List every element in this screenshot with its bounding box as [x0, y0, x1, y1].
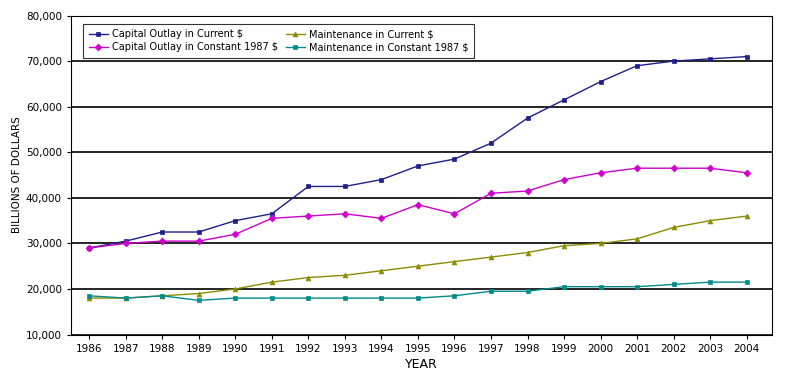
- Capital Outlay in Current $: [596, 79, 605, 84]
- Capital Outlay in Current $: [705, 56, 715, 61]
- Maintenance in Constant 1987 $: [522, 289, 532, 294]
- Maintenance in Constant 1987 $: [559, 284, 569, 289]
- Capital Outlay in Constant 1987 $: [231, 232, 240, 237]
- Maintenance in Constant 1987 $: [231, 296, 240, 300]
- Capital Outlay in Constant 1987 $: [340, 212, 350, 216]
- Capital Outlay in Current $: [121, 239, 131, 244]
- Capital Outlay in Current $: [377, 177, 386, 182]
- Maintenance in Constant 1987 $: [267, 296, 277, 300]
- Capital Outlay in Constant 1987 $: [267, 216, 277, 221]
- Line: Capital Outlay in Current $: Capital Outlay in Current $: [87, 54, 749, 251]
- Maintenance in Current $: [705, 218, 715, 223]
- Maintenance in Current $: [632, 237, 641, 241]
- Capital Outlay in Constant 1987 $: [559, 177, 569, 182]
- Maintenance in Current $: [194, 291, 203, 296]
- Maintenance in Constant 1987 $: [377, 296, 386, 300]
- X-axis label: YEAR: YEAR: [405, 358, 438, 371]
- Capital Outlay in Constant 1987 $: [705, 166, 715, 170]
- Capital Outlay in Current $: [632, 63, 641, 68]
- Capital Outlay in Current $: [84, 245, 94, 250]
- Maintenance in Constant 1987 $: [303, 296, 313, 300]
- Capital Outlay in Current $: [267, 212, 277, 216]
- Maintenance in Current $: [559, 244, 569, 248]
- Capital Outlay in Current $: [158, 230, 167, 234]
- Capital Outlay in Current $: [486, 141, 496, 145]
- Capital Outlay in Constant 1987 $: [303, 214, 313, 218]
- Legend: Capital Outlay in Current $, Capital Outlay in Constant 1987 $, Maintenance in C: Capital Outlay in Current $, Capital Out…: [83, 24, 474, 58]
- Capital Outlay in Current $: [450, 157, 459, 161]
- Maintenance in Current $: [84, 296, 94, 300]
- Maintenance in Constant 1987 $: [742, 280, 752, 284]
- Maintenance in Constant 1987 $: [121, 296, 131, 300]
- Capital Outlay in Constant 1987 $: [413, 202, 422, 207]
- Capital Outlay in Current $: [559, 98, 569, 102]
- Capital Outlay in Constant 1987 $: [450, 212, 459, 216]
- Maintenance in Current $: [340, 273, 350, 278]
- Maintenance in Current $: [486, 255, 496, 259]
- Maintenance in Constant 1987 $: [669, 282, 678, 287]
- Capital Outlay in Constant 1987 $: [522, 189, 532, 193]
- Maintenance in Current $: [413, 264, 422, 268]
- Maintenance in Current $: [742, 214, 752, 218]
- Maintenance in Current $: [377, 268, 386, 273]
- Maintenance in Current $: [522, 250, 532, 255]
- Capital Outlay in Constant 1987 $: [596, 170, 605, 175]
- Maintenance in Current $: [231, 287, 240, 291]
- Maintenance in Constant 1987 $: [705, 280, 715, 284]
- Capital Outlay in Current $: [742, 54, 752, 59]
- Maintenance in Constant 1987 $: [194, 298, 203, 303]
- Capital Outlay in Current $: [340, 184, 350, 189]
- Capital Outlay in Constant 1987 $: [486, 191, 496, 196]
- Capital Outlay in Constant 1987 $: [158, 239, 167, 244]
- Maintenance in Constant 1987 $: [413, 296, 422, 300]
- Capital Outlay in Current $: [303, 184, 313, 189]
- Maintenance in Constant 1987 $: [340, 296, 350, 300]
- Line: Capital Outlay in Constant 1987 $: Capital Outlay in Constant 1987 $: [87, 166, 749, 251]
- Line: Maintenance in Constant 1987 $: Maintenance in Constant 1987 $: [87, 280, 749, 303]
- Capital Outlay in Current $: [413, 164, 422, 168]
- Capital Outlay in Constant 1987 $: [194, 239, 203, 244]
- Maintenance in Constant 1987 $: [596, 284, 605, 289]
- Maintenance in Current $: [596, 241, 605, 246]
- Capital Outlay in Current $: [194, 230, 203, 234]
- Maintenance in Constant 1987 $: [486, 289, 496, 294]
- Capital Outlay in Current $: [669, 59, 678, 63]
- Maintenance in Constant 1987 $: [84, 293, 94, 298]
- Capital Outlay in Current $: [231, 218, 240, 223]
- Capital Outlay in Constant 1987 $: [84, 245, 94, 250]
- Line: Maintenance in Current $: Maintenance in Current $: [87, 214, 749, 301]
- Maintenance in Current $: [303, 275, 313, 280]
- Maintenance in Constant 1987 $: [450, 293, 459, 298]
- Maintenance in Current $: [158, 293, 167, 298]
- Maintenance in Constant 1987 $: [632, 284, 641, 289]
- Maintenance in Current $: [669, 225, 678, 230]
- Capital Outlay in Constant 1987 $: [121, 241, 131, 246]
- Capital Outlay in Constant 1987 $: [669, 166, 678, 170]
- Capital Outlay in Current $: [522, 116, 532, 121]
- Capital Outlay in Constant 1987 $: [632, 166, 641, 170]
- Capital Outlay in Constant 1987 $: [742, 170, 752, 175]
- Maintenance in Current $: [267, 280, 277, 284]
- Capital Outlay in Constant 1987 $: [377, 216, 386, 221]
- Maintenance in Current $: [121, 296, 131, 300]
- Maintenance in Current $: [450, 259, 459, 264]
- Maintenance in Constant 1987 $: [158, 293, 167, 298]
- Y-axis label: BILLIONS OF DOLLARS: BILLIONS OF DOLLARS: [12, 117, 22, 233]
